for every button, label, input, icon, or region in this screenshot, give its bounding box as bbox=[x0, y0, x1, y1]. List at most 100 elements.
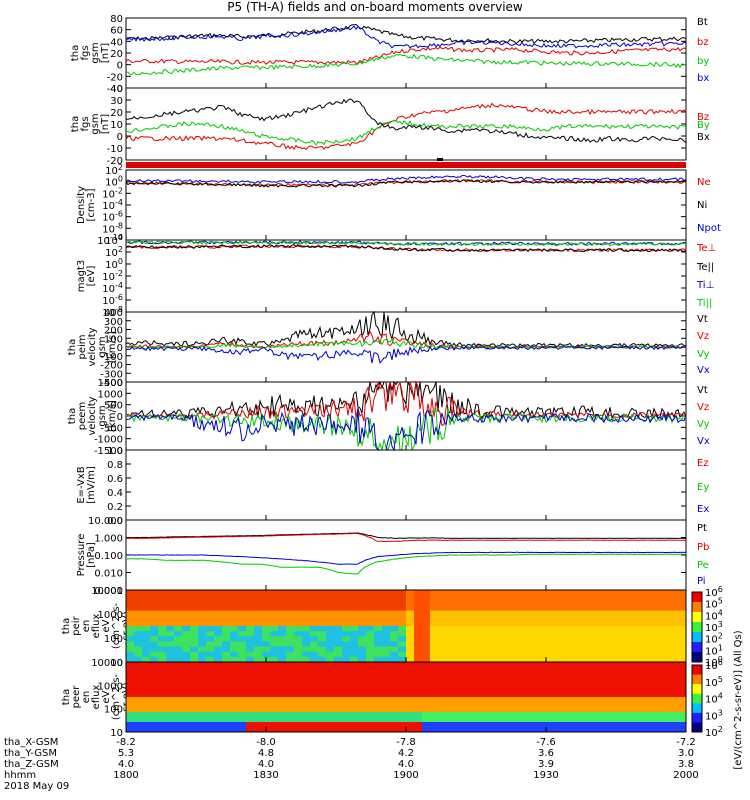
ylabel-peer_spectrogram: tha bbox=[61, 689, 72, 705]
spectrogram-cell bbox=[150, 702, 159, 708]
spectrogram-cell bbox=[622, 727, 631, 733]
spectrogram-cell bbox=[590, 615, 599, 622]
spectrogram-cell bbox=[670, 667, 679, 673]
spectrogram-cell bbox=[478, 702, 487, 708]
spectrogram-cell bbox=[494, 641, 503, 647]
spectrogram-cell bbox=[246, 641, 255, 647]
legend-peem_velocity-2: Vy bbox=[697, 419, 710, 430]
spectrogram-cell bbox=[302, 692, 311, 698]
spectrogram-cell bbox=[502, 610, 511, 617]
spectrogram-cell bbox=[414, 702, 423, 708]
spectrogram-cell bbox=[214, 641, 223, 647]
spectrogram-cell bbox=[430, 702, 439, 708]
spectrogram-cell bbox=[310, 697, 319, 703]
spectrogram-cell bbox=[206, 646, 215, 653]
spectrogram-cell bbox=[518, 651, 527, 658]
spectrogram-cell bbox=[614, 636, 623, 642]
chart-title: P5 (TH-A) fields and on-board moments ov… bbox=[227, 0, 523, 14]
spectrogram-cell bbox=[374, 677, 383, 683]
spectrogram-cell bbox=[462, 641, 471, 647]
spectrogram-cell bbox=[422, 610, 431, 617]
spectrogram-cell bbox=[262, 722, 271, 728]
spectrogram-cell bbox=[558, 702, 567, 708]
spectrogram-cell bbox=[286, 636, 295, 642]
spectrogram-cell bbox=[646, 712, 655, 718]
spectrogram-cell bbox=[166, 590, 175, 596]
spectrogram-cell bbox=[678, 641, 687, 647]
spectrogram-cell bbox=[142, 692, 151, 698]
spectrogram-cell bbox=[654, 605, 663, 611]
spectrogram-cell bbox=[590, 620, 599, 627]
ylabel-peer_spectrogram: eflux bbox=[91, 685, 102, 710]
spectrogram-cell bbox=[294, 717, 303, 723]
spectrogram-cell bbox=[190, 702, 199, 708]
spectrogram-cell bbox=[670, 605, 679, 611]
spectrogram-cell bbox=[670, 626, 679, 632]
spectrogram-cell bbox=[366, 727, 375, 733]
spectrogram-cell bbox=[326, 600, 335, 606]
spectrogram-cell bbox=[630, 667, 639, 673]
spectrogram-cell bbox=[262, 636, 271, 642]
spectrogram-cell bbox=[414, 656, 423, 663]
spectrogram-cell bbox=[358, 590, 367, 596]
spectrogram-cell bbox=[214, 717, 223, 723]
spectrogram-cell bbox=[406, 605, 415, 611]
spectrogram-cell bbox=[366, 672, 375, 678]
spectrogram-cell bbox=[382, 626, 391, 632]
spectrogram-cell bbox=[454, 636, 463, 642]
spectrogram-cell bbox=[454, 590, 463, 596]
spectrogram-cell bbox=[382, 615, 391, 622]
spectrogram-cell bbox=[326, 717, 335, 723]
spectrogram-cell bbox=[166, 722, 175, 728]
spectrogram-cell bbox=[422, 672, 431, 678]
spectrogram-cell bbox=[150, 615, 159, 622]
spectrogram-cell bbox=[342, 631, 351, 637]
spectrogram-cell bbox=[238, 615, 247, 622]
spectrogram-cell bbox=[558, 620, 567, 627]
spectrogram-cell bbox=[198, 595, 207, 601]
spectrogram-cell bbox=[662, 595, 671, 601]
spectrogram-cell bbox=[342, 615, 351, 622]
spectrogram-cell bbox=[534, 712, 543, 718]
legend-fgs_gse_gsm-3: bx bbox=[697, 73, 709, 84]
spectrogram-cell bbox=[446, 656, 455, 663]
spectrogram-cell bbox=[206, 677, 215, 683]
colorbar-lower-swatch bbox=[692, 712, 702, 723]
spectrogram-cell bbox=[134, 610, 143, 617]
spectrogram-cell bbox=[662, 687, 671, 693]
spectrogram-cell bbox=[598, 590, 607, 596]
spectrogram-cell bbox=[606, 636, 615, 642]
spectrogram-cell bbox=[654, 672, 663, 678]
spectrogram-cell bbox=[526, 600, 535, 606]
spectrogram-cell bbox=[526, 697, 535, 703]
spectrogram-cell bbox=[174, 626, 183, 632]
spectrogram-cell bbox=[214, 707, 223, 713]
spectrogram-cell bbox=[614, 692, 623, 698]
spectrogram-cell bbox=[294, 631, 303, 637]
spectrogram-cell bbox=[366, 600, 375, 606]
spectrogram-cell bbox=[230, 712, 239, 718]
spectrogram-cell bbox=[174, 631, 183, 637]
spectrogram-cell bbox=[366, 646, 375, 653]
spectrogram-cell bbox=[558, 662, 567, 668]
ylabel-density: Density bbox=[76, 186, 87, 224]
spectrogram-cell bbox=[238, 620, 247, 627]
spectrogram-cell bbox=[558, 631, 567, 637]
spectrogram-cell bbox=[518, 712, 527, 718]
spectrogram-cell bbox=[486, 641, 495, 647]
spectrogram-cell bbox=[214, 667, 223, 673]
spectrogram-cell bbox=[254, 605, 263, 611]
spectrogram-cell bbox=[374, 600, 383, 606]
spectrogram-cell bbox=[422, 722, 431, 728]
spectrogram-cell bbox=[238, 662, 247, 668]
spectrogram-cell bbox=[430, 626, 439, 632]
spectrogram-cell bbox=[534, 610, 543, 617]
spectrogram-cell bbox=[582, 600, 591, 606]
spectrogram-cell bbox=[142, 620, 151, 627]
spectrogram-cell bbox=[230, 646, 239, 653]
spectrogram-cell bbox=[134, 595, 143, 601]
spectrogram-cell bbox=[270, 636, 279, 642]
spectrogram-cell bbox=[198, 707, 207, 713]
spectrogram-cell bbox=[366, 692, 375, 698]
spectrogram-cell bbox=[622, 677, 631, 683]
